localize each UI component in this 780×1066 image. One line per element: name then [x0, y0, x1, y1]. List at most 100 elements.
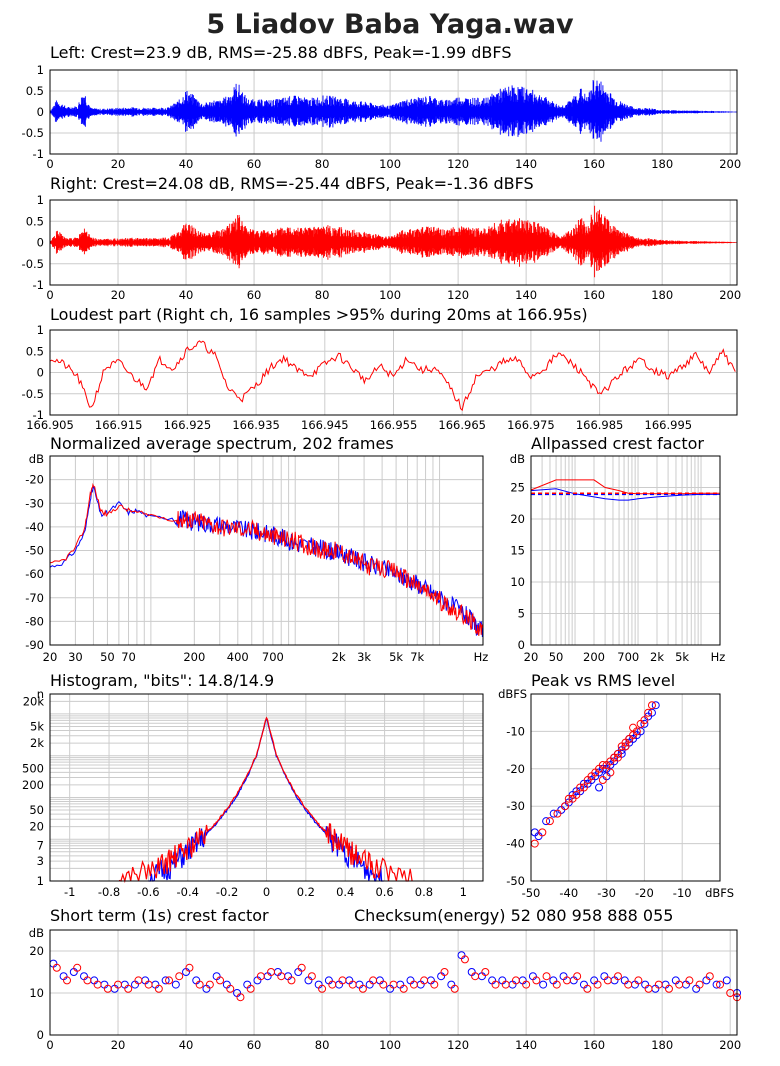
short-term-crest-point-right — [624, 980, 633, 989]
peak-vs-rms-xtick-label: -50 — [522, 886, 541, 900]
short-term-crest-point-right — [63, 976, 72, 985]
peak-vs-rms-point-right — [647, 701, 656, 710]
peak-vs-rms-point-right — [613, 749, 622, 758]
peak-vs-rms-ytick-label: -10 — [506, 724, 525, 738]
short-term-crest-point-right — [389, 980, 398, 989]
peak-vs-rms-point-left — [542, 817, 551, 826]
avg-spectrum-xtick-label: Hz — [474, 650, 489, 664]
avg-spectrum-ytick-label: -60 — [25, 567, 44, 581]
peak-vs-rms-point-right — [640, 716, 649, 725]
page-title: 5 Liadov Baba Yaga.wav — [206, 9, 574, 40]
left-waveform-frame — [49, 69, 738, 155]
histogram-ytick-label: 7 — [37, 839, 44, 853]
loudest-part-panel: 166.905 166.915 166.925 166.935 166.945 166.9… — [22, 323, 738, 432]
loudest-part-ytick-label: -0.5 — [22, 387, 44, 401]
allpassed-crest-xtick-label: 200 — [583, 650, 605, 664]
loudest-part-ytick-label: 1 — [37, 323, 44, 337]
short-term-crest-point-right — [440, 968, 449, 976]
peak-vs-rms-point-right — [621, 742, 630, 751]
histogram-xtick-label: 0.4 — [336, 885, 354, 899]
checksum-label: Checksum(energy) 52 080 958 888 055 — [354, 906, 673, 925]
histogram-title: Histogram, "bits": 14.8/14.9 — [50, 671, 274, 690]
short-term-crest-point-right — [593, 980, 602, 989]
right-waveform-ytick-label: 0 — [37, 236, 44, 250]
right-waveform-xtick-label: 80 — [315, 288, 330, 302]
short-term-crest-title: Short term (1s) crest factor — [50, 906, 269, 925]
avg-spectrum-ytick-label: -20 — [25, 473, 44, 487]
short-term-crest-frame — [49, 929, 738, 1036]
short-term-crest-point-right — [715, 980, 724, 989]
avg-spectrum-ylabel: dB — [29, 452, 44, 466]
histogram-ytick-label: 500 — [22, 761, 44, 775]
short-term-crest-point-left — [171, 980, 180, 989]
short-term-crest-point-right — [175, 972, 184, 981]
peak-vs-rms-point-right — [561, 802, 570, 811]
histogram-xtick-label: -1 — [64, 885, 75, 899]
left-waveform-ytick-label: -0.5 — [22, 126, 44, 140]
short-term-crest-point-right — [216, 976, 225, 985]
left-waveform-xtick-label: 160 — [583, 157, 605, 171]
left-waveform-ytick-label: 0 — [37, 105, 44, 119]
short-term-crest-point-right — [144, 980, 153, 989]
right-waveform-xtick-label: 60 — [247, 288, 262, 302]
peak-vs-rms-ytick-label: -20 — [506, 762, 525, 776]
short-term-crest-xtick-label: 100 — [379, 1038, 401, 1052]
avg-spectrum-xtick-label: 70 — [121, 650, 136, 664]
peak-vs-rms-point-right — [598, 761, 607, 770]
right-waveform-trace — [49, 205, 738, 278]
avg-spectrum-ytick-label: -90 — [25, 638, 44, 652]
allpassed-crest-xtick-label: 20 — [524, 650, 539, 664]
short-term-crest-point-right — [675, 980, 684, 989]
histogram-ytick-label: 3 — [37, 854, 44, 868]
allpassed-crest-xtick-label: 5k — [675, 650, 689, 664]
peak-vs-rms-point-right — [629, 723, 638, 732]
peak-vs-rms-point-right — [613, 753, 622, 762]
short-term-crest-xtick-label: 180 — [651, 1038, 673, 1052]
short-term-crest-point-right — [583, 984, 592, 993]
peak-vs-rms-xtick-label: -10 — [673, 886, 692, 900]
allpassed-crest-ytick-label: 5 — [518, 607, 525, 621]
histogram-ytick-label: 200 — [22, 778, 44, 792]
right-waveform-ytick-label: 0.5 — [26, 214, 44, 228]
peak-vs-rms-panel: -50 -40 -30 -20 -10 -10 -20 -30 -40 -50 dBFS dBFS — [498, 687, 734, 900]
peak-vs-rms-point-right — [572, 790, 581, 799]
left-waveform-xtick-label: 140 — [515, 157, 537, 171]
histogram-ytick-label: 20k — [23, 694, 45, 708]
peak-vs-rms-point-right — [621, 738, 630, 747]
avg-spectrum-frame — [49, 455, 484, 646]
short-term-crest-point-right — [481, 968, 490, 976]
histogram-frame — [49, 693, 484, 882]
left-waveform-title: Left: Crest=23.9 dB, RMS=-25.88 dBFS, Pe… — [50, 43, 511, 62]
right-waveform-xtick-label: 20 — [111, 288, 126, 302]
short-term-crest-point-right — [420, 976, 429, 985]
short-term-crest-point-right — [195, 980, 204, 989]
short-term-crest-point-right — [205, 980, 214, 989]
short-term-crest-point-right — [185, 963, 194, 972]
allpassed-crest-xtick-label: 2k — [650, 650, 664, 664]
short-term-crest-point-right — [562, 976, 571, 985]
short-term-crest-point-right — [226, 984, 235, 993]
short-term-crest-point-right — [165, 976, 174, 985]
right-waveform-xtick-label: 180 — [651, 288, 673, 302]
peak-vs-rms-point-right — [644, 708, 653, 717]
avg-spectrum-xtick-label: 400 — [227, 650, 249, 664]
allpassed-crest-frame — [530, 455, 721, 646]
avg-spectrum-xtick-label: 2k — [332, 650, 346, 664]
peak-vs-rms-point-right — [579, 783, 588, 792]
right-waveform-xtick-label: 200 — [719, 288, 741, 302]
short-term-crest-point-right — [573, 972, 582, 981]
peak-vs-rms-point-right — [553, 809, 562, 818]
short-term-crest-point-right — [379, 980, 388, 989]
short-term-crest-point-left — [161, 976, 170, 985]
short-term-crest-point-right — [114, 980, 123, 989]
left-waveform-ytick-label: -1 — [33, 147, 44, 161]
left-waveform-xtick-label: 80 — [315, 157, 330, 171]
short-term-crest-point-right — [726, 989, 735, 997]
histogram-panel: -1 -0.8 -0.6 -0.4 -0.2 0 0.2 0.4 0.6 0.8 1 20k 5k 2k 5… — [22, 687, 484, 899]
short-term-crest-point-right — [338, 976, 347, 985]
histogram-ytick-label: 1 — [37, 874, 44, 888]
short-term-crest-point-right — [542, 972, 551, 981]
right-waveform-panel: 0 20 40 60 80 100 120 140 160 180 200 1 0.5 0 -0.5 -1 — [22, 193, 742, 302]
histogram-xtick-label: 1 — [460, 885, 467, 899]
